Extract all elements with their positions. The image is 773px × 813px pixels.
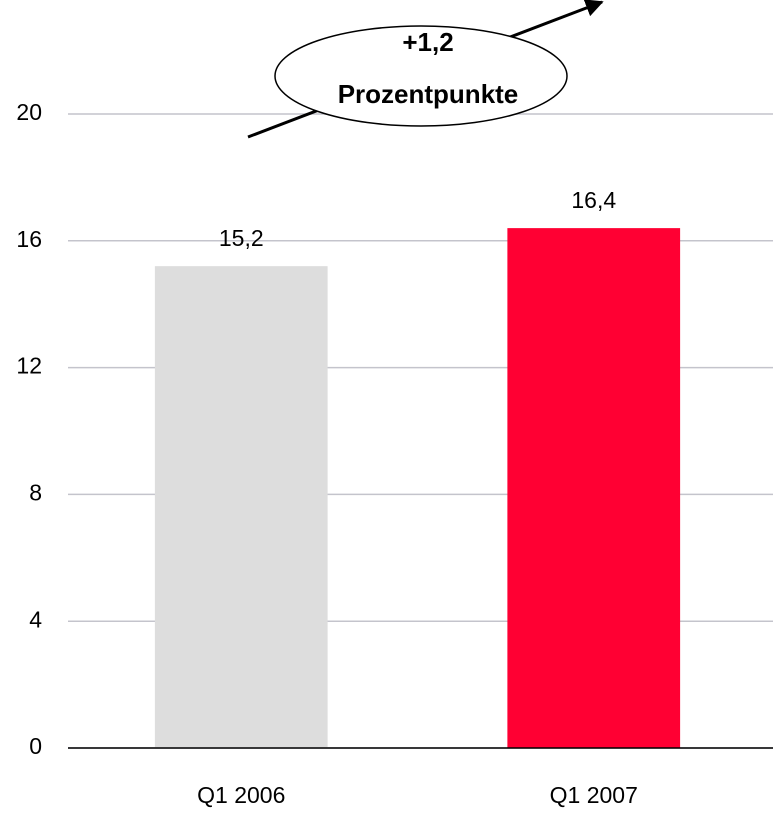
annotation-line: +1,2 [402,27,453,57]
annotation-line: Prozentpunkte [338,79,519,109]
y-tick-label: 20 [16,99,42,125]
y-tick-label: 4 [29,606,42,632]
x-tick-label: Q1 2007 [550,782,638,808]
value-label: 15,2 [219,225,264,251]
y-tick-label: 0 [29,733,42,759]
value-label: 16,4 [571,187,616,213]
y-tick-label: 12 [16,353,42,379]
bar [154,266,328,748]
bar [507,228,681,748]
y-tick-label: 8 [29,479,42,505]
x-tick-label: Q1 2006 [197,782,285,808]
y-tick-label: 16 [16,226,42,252]
plot: 0 4 8 12 16 20 Q1 2006 15,2 Q1 2007 16,4 [16,99,773,808]
annotation-bubble [274,25,568,127]
